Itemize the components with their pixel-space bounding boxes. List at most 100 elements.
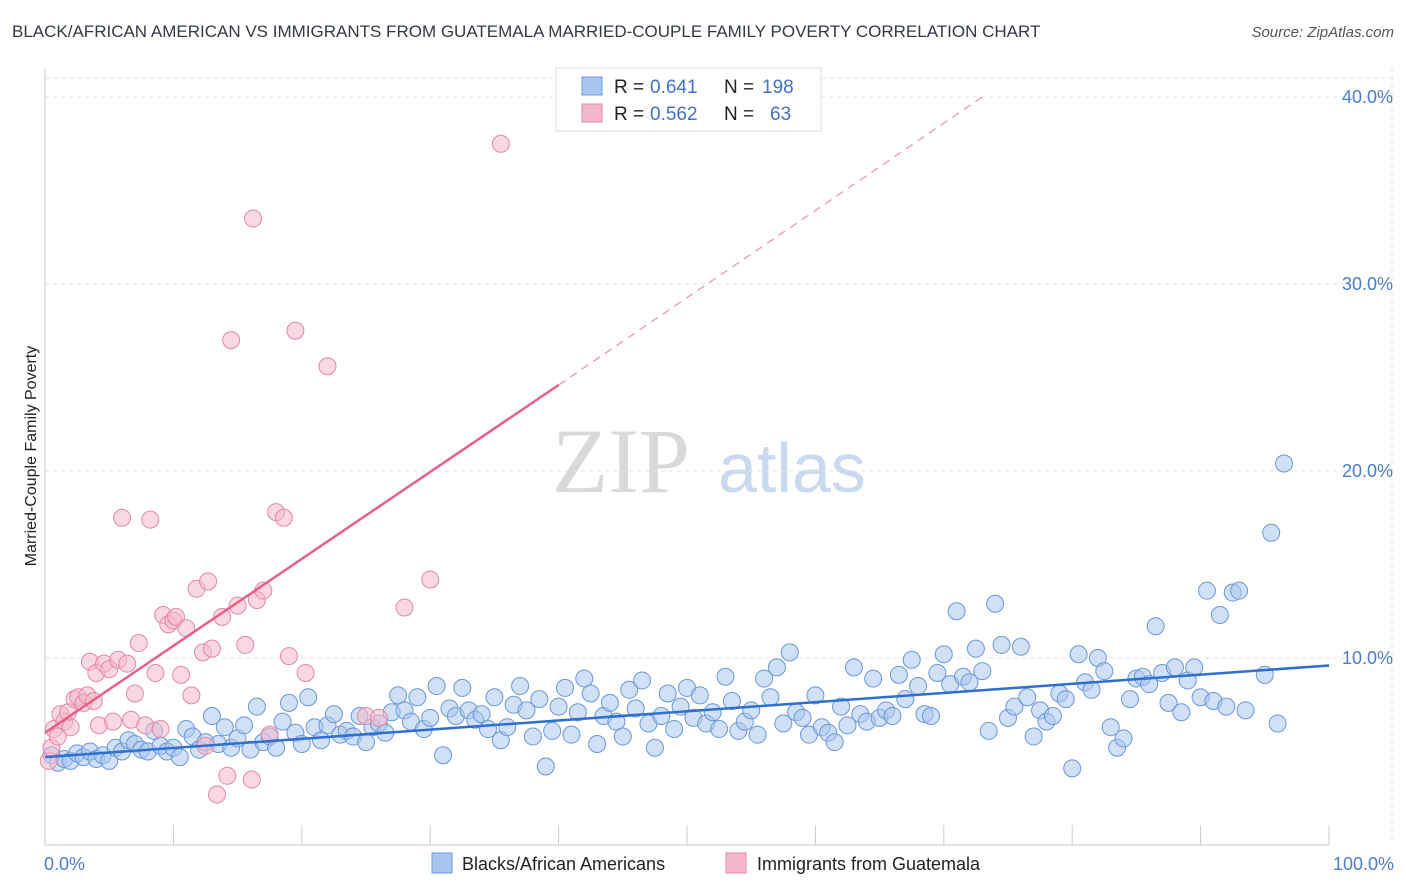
blacks-point [1095,662,1114,681]
trend-lines [44,96,1330,759]
blacks-point [485,688,504,707]
blacks-point [690,686,709,705]
guatemala-point [260,725,279,744]
blacks-point [1069,645,1088,664]
legend-n-value-1: 198 [762,77,794,98]
blacks-point [389,686,408,705]
guatemala-point [369,708,388,727]
legend-r-value-2: 0.562 [650,104,698,125]
guatemala-point [318,357,337,376]
blacks-point [498,718,517,737]
y-tick-label: 20.0% [1342,461,1393,481]
blacks-point [973,662,992,681]
blacks-point [235,716,254,735]
blacks-point [761,688,780,707]
blacks-point [838,716,857,735]
blacks-point [722,692,741,711]
blacks-point [896,690,915,709]
blacks-point [966,639,985,658]
blacks-point [549,697,568,716]
blacks-point [1172,703,1191,722]
blacks-point [703,703,722,722]
blacks-point [312,731,331,750]
guatemala-point [286,321,305,340]
blacks-point [1185,658,1204,677]
blacks-point [1024,727,1043,746]
blacks-point [581,684,600,703]
bottom-legend-swatch-blue [431,852,453,874]
blacks-point [767,658,786,677]
y-axis-label: Married-Couple Family Poverty [23,346,40,567]
blacks-point [1120,690,1139,709]
guatemala-point [136,716,155,735]
blacks-point [665,720,684,739]
bottom-legend-label-pink: Immigrants from Guatemala [757,854,981,874]
blacks-point [511,677,530,696]
blacks-point [928,663,947,682]
gridlines [45,77,1394,659]
blacks-point [626,699,645,718]
blacks-point [1101,718,1120,737]
series-guatemala-points [39,134,510,804]
guatemala-point [141,510,160,529]
blacks-point [825,733,844,752]
blacks-point [279,693,298,712]
blacks-point [453,678,472,697]
axes [44,68,1393,846]
blacks-point [1159,693,1178,712]
blacks-point [575,669,594,688]
trend-line-guatemala-extension [558,96,983,386]
legend-r-value-1: 0.641 [650,77,698,98]
blacks-point [247,697,266,716]
legend-swatch-pink [581,103,603,123]
blacks-point [979,721,998,740]
blacks-point [780,643,799,662]
legend-n-label-2: N = [724,104,754,125]
x-tick-label: 100.0% [1333,854,1394,874]
guatemala-point [213,607,232,626]
blacks-point [472,705,491,724]
x-tick-label: 0.0% [44,854,85,874]
blacks-point [947,602,966,621]
guatemala-point [218,766,237,785]
guatemala-point [129,634,148,653]
blacks-point [1165,658,1184,677]
guatemala-point [242,770,261,789]
blacks-point [1146,617,1165,636]
blacks-point [909,677,928,696]
blacks-point [806,686,825,705]
blacks-point [793,708,812,727]
guatemala-point [146,663,165,682]
blacks-point [889,665,908,684]
blacks-point [408,688,427,707]
bottom-legend-label-blue: Blacks/African Americans [462,854,665,874]
guatemala-point [48,727,67,746]
blacks-point [844,658,863,677]
watermark-zip: ZIP [552,410,690,512]
blacks-point [357,733,375,752]
guatemala-point [208,785,227,804]
blacks-point [748,725,767,744]
legend-n-label-1: N = [724,77,754,98]
guatemala-point [172,665,191,684]
guatemala-point [236,635,255,654]
blacks-point [523,727,542,746]
blacks-point [742,701,761,720]
tick-labels: 10.0% 20.0% 30.0% 40.0% 0.0% 100.0% [44,87,1394,874]
legend-n-value-2: 63 [770,104,791,125]
blacks-point [1018,688,1037,707]
blacks-point [1043,706,1062,725]
blacks-point [588,735,607,754]
blacks-point [645,738,664,757]
trend-line-guatemala [44,383,560,734]
blacks-point [543,721,562,740]
blacks-point [658,684,677,703]
blacks-point [652,706,671,725]
blacks-point [716,667,735,686]
guatemala-point [199,572,218,591]
guatemala-point [118,654,137,673]
blacks-point [1114,729,1133,748]
blacks-point [986,594,1005,613]
blacks-point [620,680,639,699]
